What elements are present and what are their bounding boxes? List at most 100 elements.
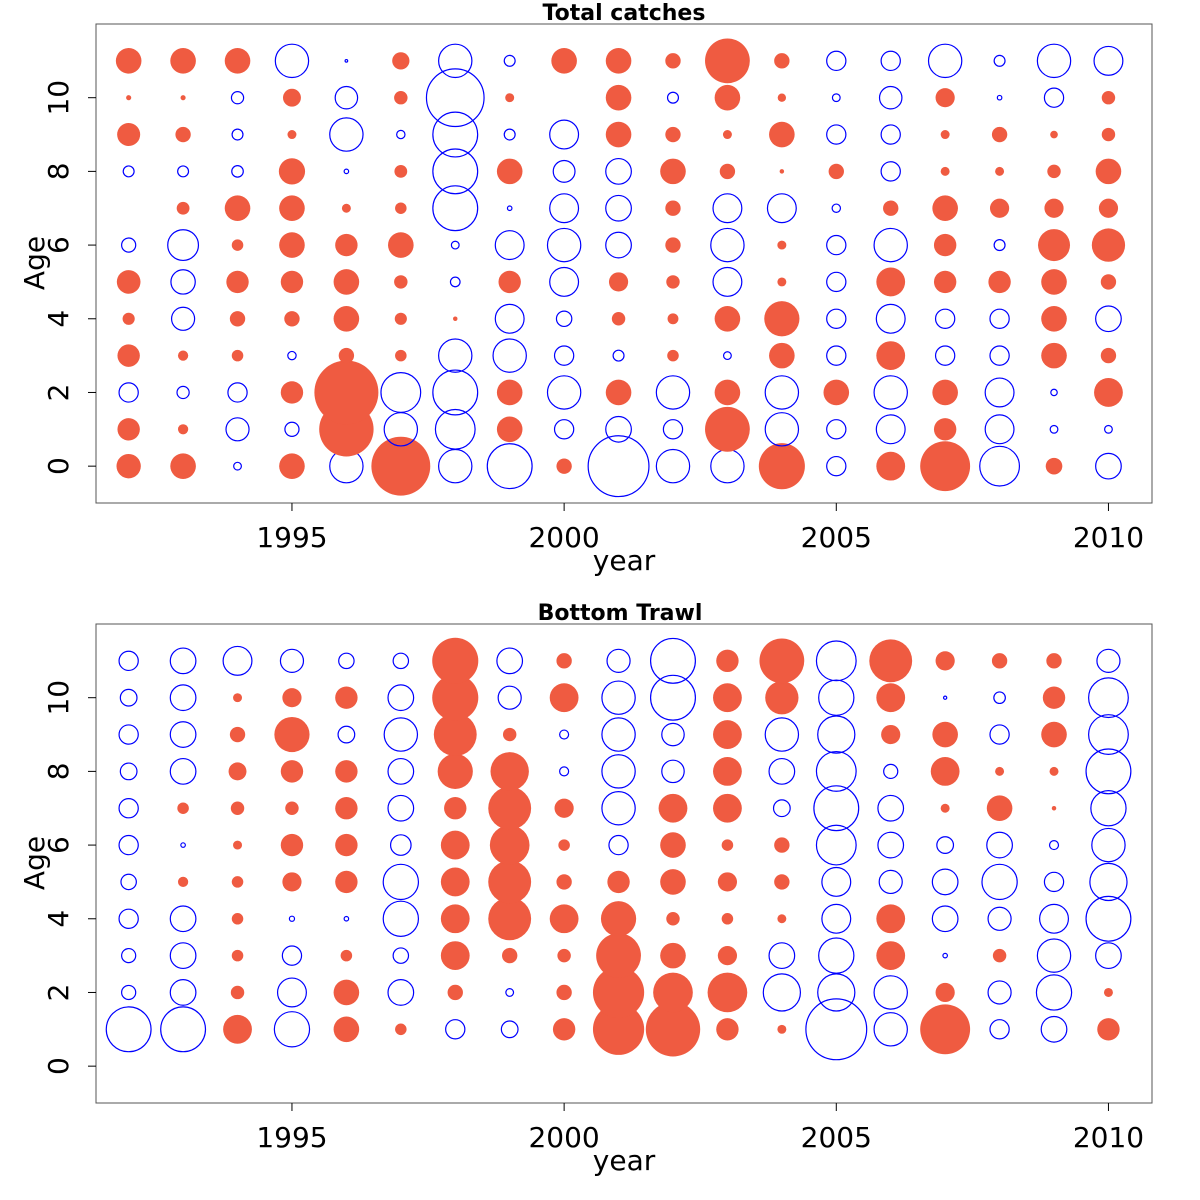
bubble-positive [607,870,630,894]
bubble-negative [494,303,525,334]
bubble-positive [920,1004,971,1055]
bubble-negative [438,43,473,79]
bubble-positive [705,38,750,84]
bubble-negative [500,1020,519,1039]
bubble-negative [878,85,903,110]
bubble-positive [558,839,570,851]
bubble-negative [382,863,420,901]
bubble-positive [1042,686,1066,709]
bubble-positive [126,95,132,101]
bubble-negative [432,185,479,232]
bubble-negative [605,231,632,259]
bubble-positive [714,379,741,406]
bubble-negative [981,863,1018,901]
bubble-negative [169,905,197,933]
bubble-negative [815,640,857,682]
bubble-positive [940,803,950,813]
bubble-negative [387,684,415,712]
bubble-positive [280,760,304,783]
bubble-positive [170,453,196,479]
bubble-negative [875,303,906,334]
axes: 1995 2000 2005 2010 0 2 4 6 8 10 [42,23,1153,554]
x-tick-label: 2005 [801,521,872,554]
bubble-positive [116,453,141,479]
bubble-negative [1036,43,1072,79]
bubble-negative [666,91,680,104]
bubble-negative [877,794,905,822]
bubble-positive [1100,274,1117,290]
bubble-negative [712,266,743,297]
bubble-positive [279,453,305,479]
x-tick-label: 2000 [528,521,599,554]
bubble-negative [873,1012,908,1047]
bubble-positive [231,949,244,962]
bubble-positive [1041,721,1067,748]
bubble-negative [392,947,410,964]
bubble-negative [764,375,800,410]
bubble-positive [440,904,470,934]
bubble-negative [380,372,422,413]
y-tick-label: 6 [42,236,75,254]
bubble-negative [559,766,570,777]
bubble-positive [666,275,680,289]
y-axis-label: Age [18,836,51,890]
bubble-positive [229,726,246,743]
bubble-positive [489,825,530,865]
bubble-positive [1046,653,1062,669]
bubble-positive [989,198,1010,218]
bubble-negative [817,973,856,1012]
bubble-positive [1101,127,1116,142]
bubble-negative [176,385,190,400]
bubble-negative [382,900,420,937]
bubble-positive [488,897,532,941]
x-tick-label: 1995 [256,521,327,554]
chart-title: Total catches [543,1,706,26]
bubble-negative [389,834,412,856]
x-tick-label: 2005 [801,1121,872,1154]
plot-frame [95,23,1153,504]
bubble-positive [1050,130,1058,139]
bubble-positive [488,860,532,904]
bubble-negative [546,227,582,263]
bubble-positive [338,347,355,364]
bubble-positive [233,693,243,703]
bubble-negative [772,799,791,818]
bubble-negative [118,650,139,672]
bubble-negative [1040,1015,1068,1043]
bubble-positive [175,126,191,143]
bubble-negative [1093,45,1124,76]
bubble-positive [665,200,681,216]
bubble-positive [1098,198,1119,218]
bubble-negative [936,836,955,854]
bubble-positive [447,984,463,1001]
bubble-positive [876,451,906,481]
bubble-positive [1049,766,1059,776]
bubble-negative [503,128,516,141]
bubble-positive [388,232,414,258]
bubble-negative [343,915,350,922]
bubble-positive [667,349,679,362]
y-tick-label: 0 [42,457,75,475]
bubble-positive [769,342,795,369]
bubble-negative [1089,862,1128,902]
bubble-negative [506,205,513,212]
bubble-negative [337,725,356,744]
bubble-negative [815,750,857,792]
bubble-positive [453,316,458,322]
bubble-negative [559,729,570,740]
bubble-positive [660,832,686,858]
bubble-positive [1038,229,1071,262]
bubble-positive [279,195,305,222]
bubble-positive [722,130,732,140]
bubble-negative [768,942,796,970]
bubble-positive [658,793,688,823]
bubble-negative [712,193,743,224]
bubble-negative [661,759,685,784]
bubble-positive [554,798,574,818]
bubble-negative [601,754,636,789]
bubble-negative [225,417,250,442]
bubble-positive [177,424,189,435]
bubble-positive [717,872,738,892]
bubble-positive [600,901,637,937]
